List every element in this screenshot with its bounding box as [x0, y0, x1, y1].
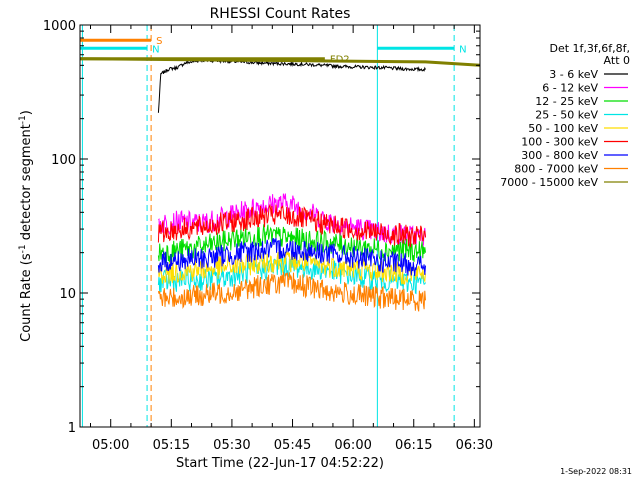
- legend-header-line-1: Det 1f,3f,6f,8f,: [549, 42, 630, 55]
- y-axis-label-exponent-1: -1: [18, 244, 28, 253]
- event-marker-lines: [81, 25, 455, 427]
- series-line-25-50-kev: [157, 254, 426, 295]
- legend-header-line-2: Att 0: [604, 54, 630, 67]
- x-tick-label-0600: 06:00: [334, 438, 371, 453]
- y-axis-label-middle: detector segment: [19, 124, 34, 244]
- x-tick-label-0615: 06:15: [395, 438, 432, 453]
- x-tick-label-0500: 05:00: [92, 438, 129, 453]
- y-axis-label-start: Count Rate (s: [19, 253, 34, 342]
- series-line-100-300-kev: [157, 203, 426, 248]
- series-line-300-800-kev: [157, 237, 426, 276]
- y-tick-label-100: 100: [51, 153, 76, 168]
- axis-ticks: [80, 24, 480, 428]
- y-tick-label-1000: 1000: [43, 19, 76, 34]
- x-tick-label-0630: 06:30: [456, 438, 493, 453]
- legend-label-300-800-kev: 300 - 800 keV: [521, 149, 598, 162]
- legend-label-3-6-kev: 3 - 6 keV: [549, 68, 598, 81]
- flag-label-n-2: N: [459, 44, 466, 55]
- y-axis-label-end: ): [19, 110, 34, 115]
- legend-label-6-12-kev: 6 - 12 keV: [542, 82, 598, 95]
- flag-label-n-1: N: [152, 44, 159, 55]
- plot-frame: [79, 24, 481, 428]
- legend-label-100-300-kev: 100 - 300 keV: [521, 136, 598, 149]
- x-tick-label-0545: 05:45: [274, 438, 311, 453]
- x-tick-label-0515: 05:15: [153, 438, 190, 453]
- chart-title: RHESSI Count Rates: [210, 6, 351, 22]
- x-tick-labels: 05:00 05:15 05:30 05:45 06:00 06:15 06:30: [92, 438, 493, 453]
- x-axis-label: Start Time (22-Jun-17 04:52:22): [176, 456, 384, 471]
- legend-label-12-25-kev: 12 - 25 keV: [535, 95, 598, 108]
- legend-label-800-7000-kev: 800 - 7000 keV: [514, 163, 598, 176]
- series-line-800-7000-kev: [157, 271, 426, 312]
- footer-date: 1-Sep-2022 08:31: [560, 467, 632, 476]
- legend-label-25-50-kev: 25 - 50 keV: [535, 109, 598, 122]
- flag-label-s-0: S: [156, 36, 162, 47]
- y-axis-label: Count Rate (s-1 detector segment-1): [18, 110, 34, 342]
- y-tick-labels: 1 10 100 1000: [43, 19, 76, 436]
- y-tick-label-1: 1: [68, 421, 76, 436]
- legend-label-7000-15000-kev: 7000 - 15000 keV: [500, 176, 598, 189]
- x-tick-label-0530: 05:30: [213, 438, 250, 453]
- flag-label-fd2-3: FD2: [330, 55, 350, 66]
- legend-label-50-100-kev: 50 - 100 keV: [528, 122, 598, 135]
- y-axis-label-exponent-2: -1: [18, 115, 28, 124]
- y-tick-label-10: 10: [59, 287, 76, 302]
